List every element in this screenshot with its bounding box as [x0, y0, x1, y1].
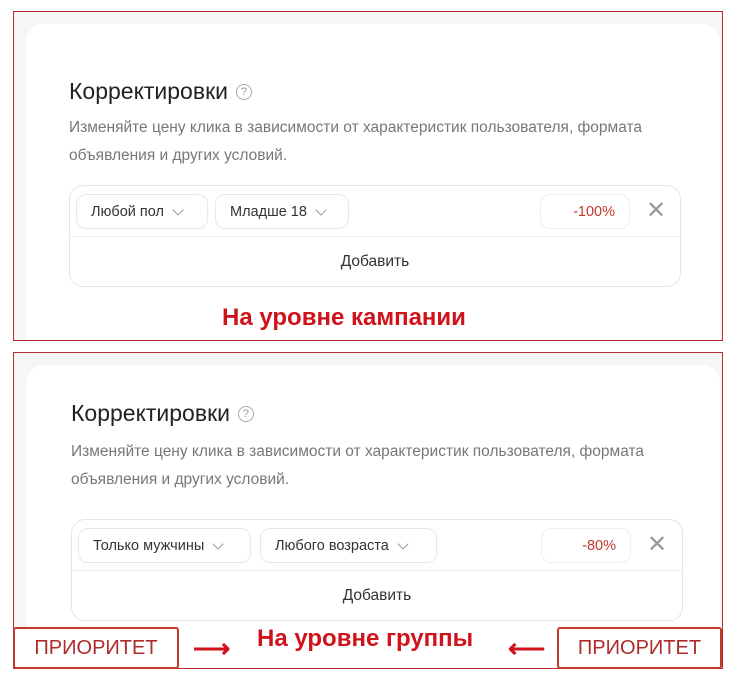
age-select[interactable]: Младше 18 [215, 194, 349, 229]
section-description: Изменяйте цену клика в зависимости от ха… [71, 443, 645, 488]
chevron-down-icon [315, 203, 327, 216]
campaign-panel: Корректировки? Изменяйте цену клика в за… [13, 11, 723, 341]
age-value: Младше 18 [230, 203, 307, 220]
chevron-down-icon [172, 203, 184, 216]
gender-value: Любой пол [91, 203, 164, 220]
group-panel: Корректировки? Изменяйте цену клика в за… [13, 352, 723, 669]
chevron-down-icon [212, 537, 224, 550]
gender-select[interactable]: Любой пол [76, 194, 208, 229]
adjustment-row: Любой пол Младше 18 -100% ✕ [70, 186, 680, 237]
value-input[interactable]: -100% [540, 194, 630, 229]
adjustment-list: Любой пол Младше 18 -100% ✕ Добавить [69, 185, 681, 287]
add-button[interactable]: Добавить [342, 587, 412, 604]
title-text: Корректировки [69, 78, 228, 104]
age-value: Любого возраста [275, 537, 389, 554]
priority-label-right: ПРИОРИТЕТ [557, 627, 722, 669]
adjustment-row: Только мужчины Любого возраста -80% ✕ [72, 520, 682, 571]
section-title: Корректировки? [71, 400, 254, 427]
adjustment-list: Только мужчины Любого возраста -80% ✕ До… [71, 519, 683, 621]
title-text: Корректировки [71, 400, 230, 426]
section-title: Корректировки? [69, 78, 252, 105]
arrow-right-icon: ⟶ [193, 633, 231, 663]
group-annotation: На уровне группы [257, 625, 474, 652]
arrow-left-icon: ⟵ [508, 633, 546, 663]
chevron-down-icon [397, 537, 409, 550]
section-description: Изменяйте цену клика в зависимости от ха… [69, 119, 643, 164]
question-circle-icon[interactable]: ? [237, 405, 254, 422]
question-circle-icon[interactable]: ? [235, 83, 252, 100]
campaign-card: Корректировки? Изменяйте цену клика в за… [26, 24, 720, 340]
add-button[interactable]: Добавить [340, 253, 410, 270]
gender-value: Только мужчины [93, 537, 205, 554]
close-icon[interactable]: ✕ [646, 531, 668, 558]
value-input[interactable]: -80% [541, 528, 631, 563]
gender-select[interactable]: Только мужчины [78, 528, 251, 563]
priority-label-left: ПРИОРИТЕТ [13, 627, 179, 669]
close-icon[interactable]: ✕ [645, 197, 667, 224]
age-select[interactable]: Любого возраста [260, 528, 437, 563]
group-card: Корректировки? Изменяйте цену клика в за… [26, 365, 720, 668]
campaign-annotation: На уровне кампании [222, 304, 466, 331]
